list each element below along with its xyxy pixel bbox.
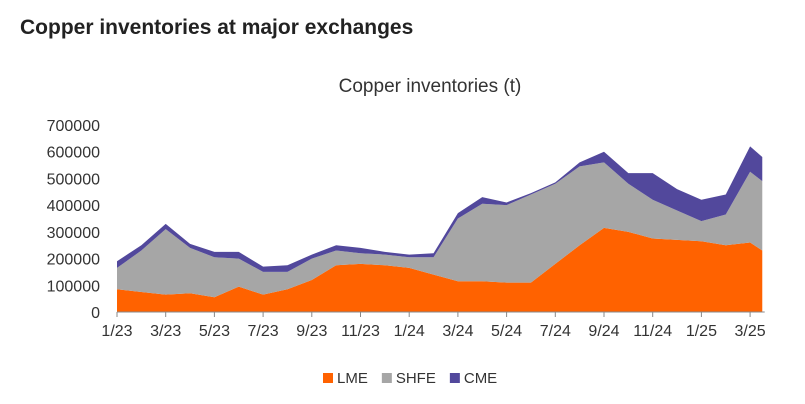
x-tick-label: 1/25 xyxy=(686,323,717,340)
area-shfe xyxy=(117,162,763,298)
chart-title: Copper inventories (t) xyxy=(339,76,522,97)
x-tick-label: 3/24 xyxy=(442,323,473,340)
x-tick-label: 9/23 xyxy=(296,323,327,340)
y-tick-label: 700000 xyxy=(47,118,100,135)
x-tick-label: 5/23 xyxy=(199,323,230,340)
x-tick-label: 7/23 xyxy=(248,323,279,340)
legend-label-cme: CME xyxy=(464,370,497,387)
legend-swatch-cme xyxy=(449,373,460,383)
x-tick-label: 7/24 xyxy=(540,323,571,340)
x-tick-label: 5/24 xyxy=(491,323,522,340)
area-lme xyxy=(117,227,763,312)
legend-swatch-shfe xyxy=(381,373,392,383)
x-tick-label: 11/23 xyxy=(341,323,380,340)
legend-label-shfe: SHFE xyxy=(396,370,436,387)
x-tick-label: 11/24 xyxy=(633,323,672,340)
legend-label-lme: LME xyxy=(337,370,368,387)
y-tick-label: 0 xyxy=(91,305,100,322)
y-tick-label: 300000 xyxy=(47,225,100,242)
y-tick-label: 200000 xyxy=(47,252,100,269)
y-tick-label: 600000 xyxy=(47,145,100,162)
y-tick-label: 400000 xyxy=(47,198,100,215)
y-tick-label: 100000 xyxy=(47,278,100,295)
x-tick-label: 9/24 xyxy=(588,323,619,340)
x-tick-label: 1/24 xyxy=(394,323,425,340)
area-cme xyxy=(117,146,763,272)
x-tick-label: 3/25 xyxy=(735,323,766,340)
x-tick-label: 1/23 xyxy=(101,323,132,340)
page-title: Copper inventories at major exchanges xyxy=(20,16,414,39)
x-tick-label: 3/23 xyxy=(150,323,181,340)
legend-swatch-lme xyxy=(323,373,333,383)
y-tick-label: 500000 xyxy=(47,171,100,188)
